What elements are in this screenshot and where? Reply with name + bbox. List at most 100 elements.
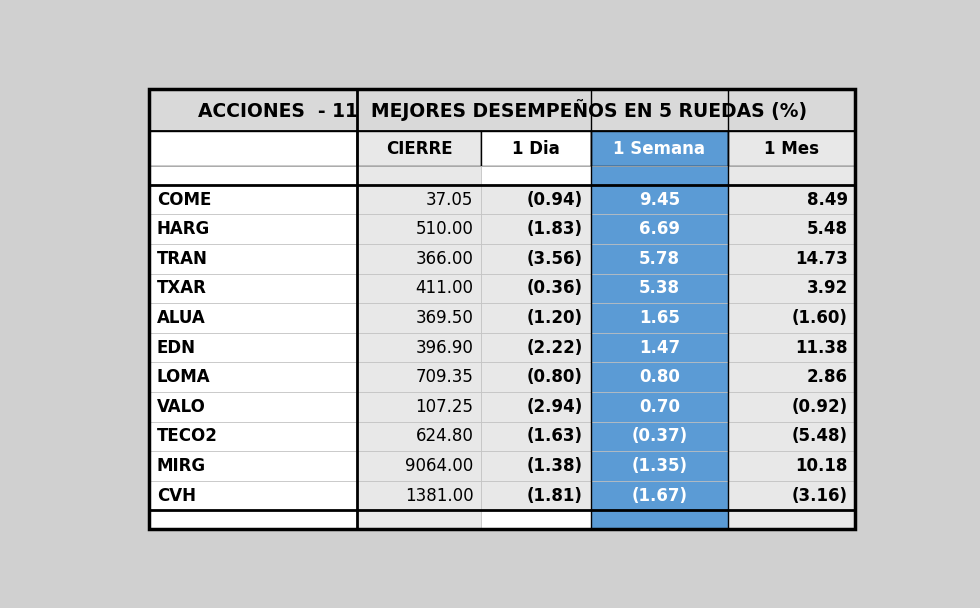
Bar	[358, 274, 481, 303]
Text: (0.92): (0.92)	[792, 398, 848, 416]
Text: (1.35): (1.35)	[631, 457, 687, 475]
Text: 1 Dia: 1 Dia	[512, 139, 560, 157]
Bar	[591, 244, 728, 274]
Bar	[358, 481, 481, 510]
Bar	[728, 392, 856, 421]
Text: 37.05: 37.05	[426, 190, 473, 209]
Bar	[591, 274, 728, 303]
Text: CIERRE: CIERRE	[386, 139, 453, 157]
Text: 5.38: 5.38	[639, 280, 680, 297]
Text: LOMA: LOMA	[157, 368, 211, 386]
Text: EDN: EDN	[157, 339, 196, 356]
Bar	[591, 421, 728, 451]
Bar	[591, 481, 728, 510]
Text: 3.92: 3.92	[807, 280, 848, 297]
Bar	[481, 451, 591, 481]
Bar	[591, 451, 728, 481]
Bar	[149, 481, 358, 510]
Text: 366.00: 366.00	[416, 250, 473, 268]
Bar	[481, 362, 591, 392]
Text: 396.90: 396.90	[416, 339, 473, 356]
Bar	[481, 215, 591, 244]
Text: 1.65: 1.65	[639, 309, 680, 327]
Bar	[728, 244, 856, 274]
Bar	[728, 451, 856, 481]
Text: 0.70: 0.70	[639, 398, 680, 416]
Text: 6.69: 6.69	[639, 220, 680, 238]
Text: (3.56): (3.56)	[527, 250, 583, 268]
Bar	[149, 244, 358, 274]
Bar	[481, 185, 591, 215]
Text: 8.49: 8.49	[807, 190, 848, 209]
Text: HARG: HARG	[157, 220, 210, 238]
Bar	[728, 510, 856, 530]
Bar	[358, 421, 481, 451]
Text: CVH: CVH	[157, 486, 196, 505]
Bar	[358, 185, 481, 215]
Text: (0.94): (0.94)	[527, 190, 583, 209]
Bar	[149, 392, 358, 421]
Bar	[149, 510, 358, 530]
Text: (1.20): (1.20)	[527, 309, 583, 327]
Text: MIRG: MIRG	[157, 457, 206, 475]
Bar	[728, 333, 856, 362]
Text: 107.25: 107.25	[416, 398, 473, 416]
Bar	[481, 421, 591, 451]
Text: TRAN: TRAN	[157, 250, 208, 268]
Text: (3.16): (3.16)	[792, 486, 848, 505]
Text: 0.80: 0.80	[639, 368, 680, 386]
Text: ACCIONES  - 11  MEJORES DESEMPEÑOS EN 5 RUEDAS (%): ACCIONES - 11 MEJORES DESEMPEÑOS EN 5 RU…	[198, 99, 807, 122]
Text: 11.38: 11.38	[796, 339, 848, 356]
Bar	[149, 166, 358, 185]
Text: 624.80: 624.80	[416, 427, 473, 445]
Bar	[728, 215, 856, 244]
Bar	[728, 303, 856, 333]
Bar	[149, 274, 358, 303]
Bar	[149, 89, 856, 131]
Bar	[591, 362, 728, 392]
Bar	[481, 333, 591, 362]
Text: 5.48: 5.48	[807, 220, 848, 238]
Bar	[358, 362, 481, 392]
Text: (1.67): (1.67)	[631, 486, 687, 505]
Bar	[728, 166, 856, 185]
Text: 1 Semana: 1 Semana	[613, 139, 706, 157]
Text: ALUA: ALUA	[157, 309, 206, 327]
Text: (0.80): (0.80)	[527, 368, 583, 386]
Bar	[591, 166, 728, 185]
Text: 1.47: 1.47	[639, 339, 680, 356]
Bar	[728, 131, 856, 166]
Text: (1.60): (1.60)	[792, 309, 848, 327]
Bar	[728, 185, 856, 215]
Bar	[591, 185, 728, 215]
Bar	[591, 215, 728, 244]
Bar	[591, 333, 728, 362]
Text: 5.78: 5.78	[639, 250, 680, 268]
Bar	[481, 244, 591, 274]
Bar	[149, 215, 358, 244]
Bar	[358, 215, 481, 244]
Bar	[149, 185, 358, 215]
Bar	[149, 451, 358, 481]
Text: 9064.00: 9064.00	[405, 457, 473, 475]
Text: 510.00: 510.00	[416, 220, 473, 238]
Text: (0.37): (0.37)	[631, 427, 688, 445]
Bar	[481, 510, 591, 530]
Text: (1.81): (1.81)	[527, 486, 583, 505]
Bar	[591, 303, 728, 333]
Text: 1381.00: 1381.00	[405, 486, 473, 505]
Bar	[728, 421, 856, 451]
Bar	[358, 333, 481, 362]
Bar	[149, 131, 358, 166]
Text: 9.45: 9.45	[639, 190, 680, 209]
Bar	[358, 510, 481, 530]
Text: 1 Mes: 1 Mes	[764, 139, 819, 157]
Text: (2.94): (2.94)	[526, 398, 583, 416]
Text: 2.86: 2.86	[807, 368, 848, 386]
Bar	[358, 303, 481, 333]
Bar	[591, 131, 728, 166]
Bar	[358, 131, 481, 166]
Text: (0.36): (0.36)	[527, 280, 583, 297]
Bar	[358, 392, 481, 421]
Text: (5.48): (5.48)	[792, 427, 848, 445]
